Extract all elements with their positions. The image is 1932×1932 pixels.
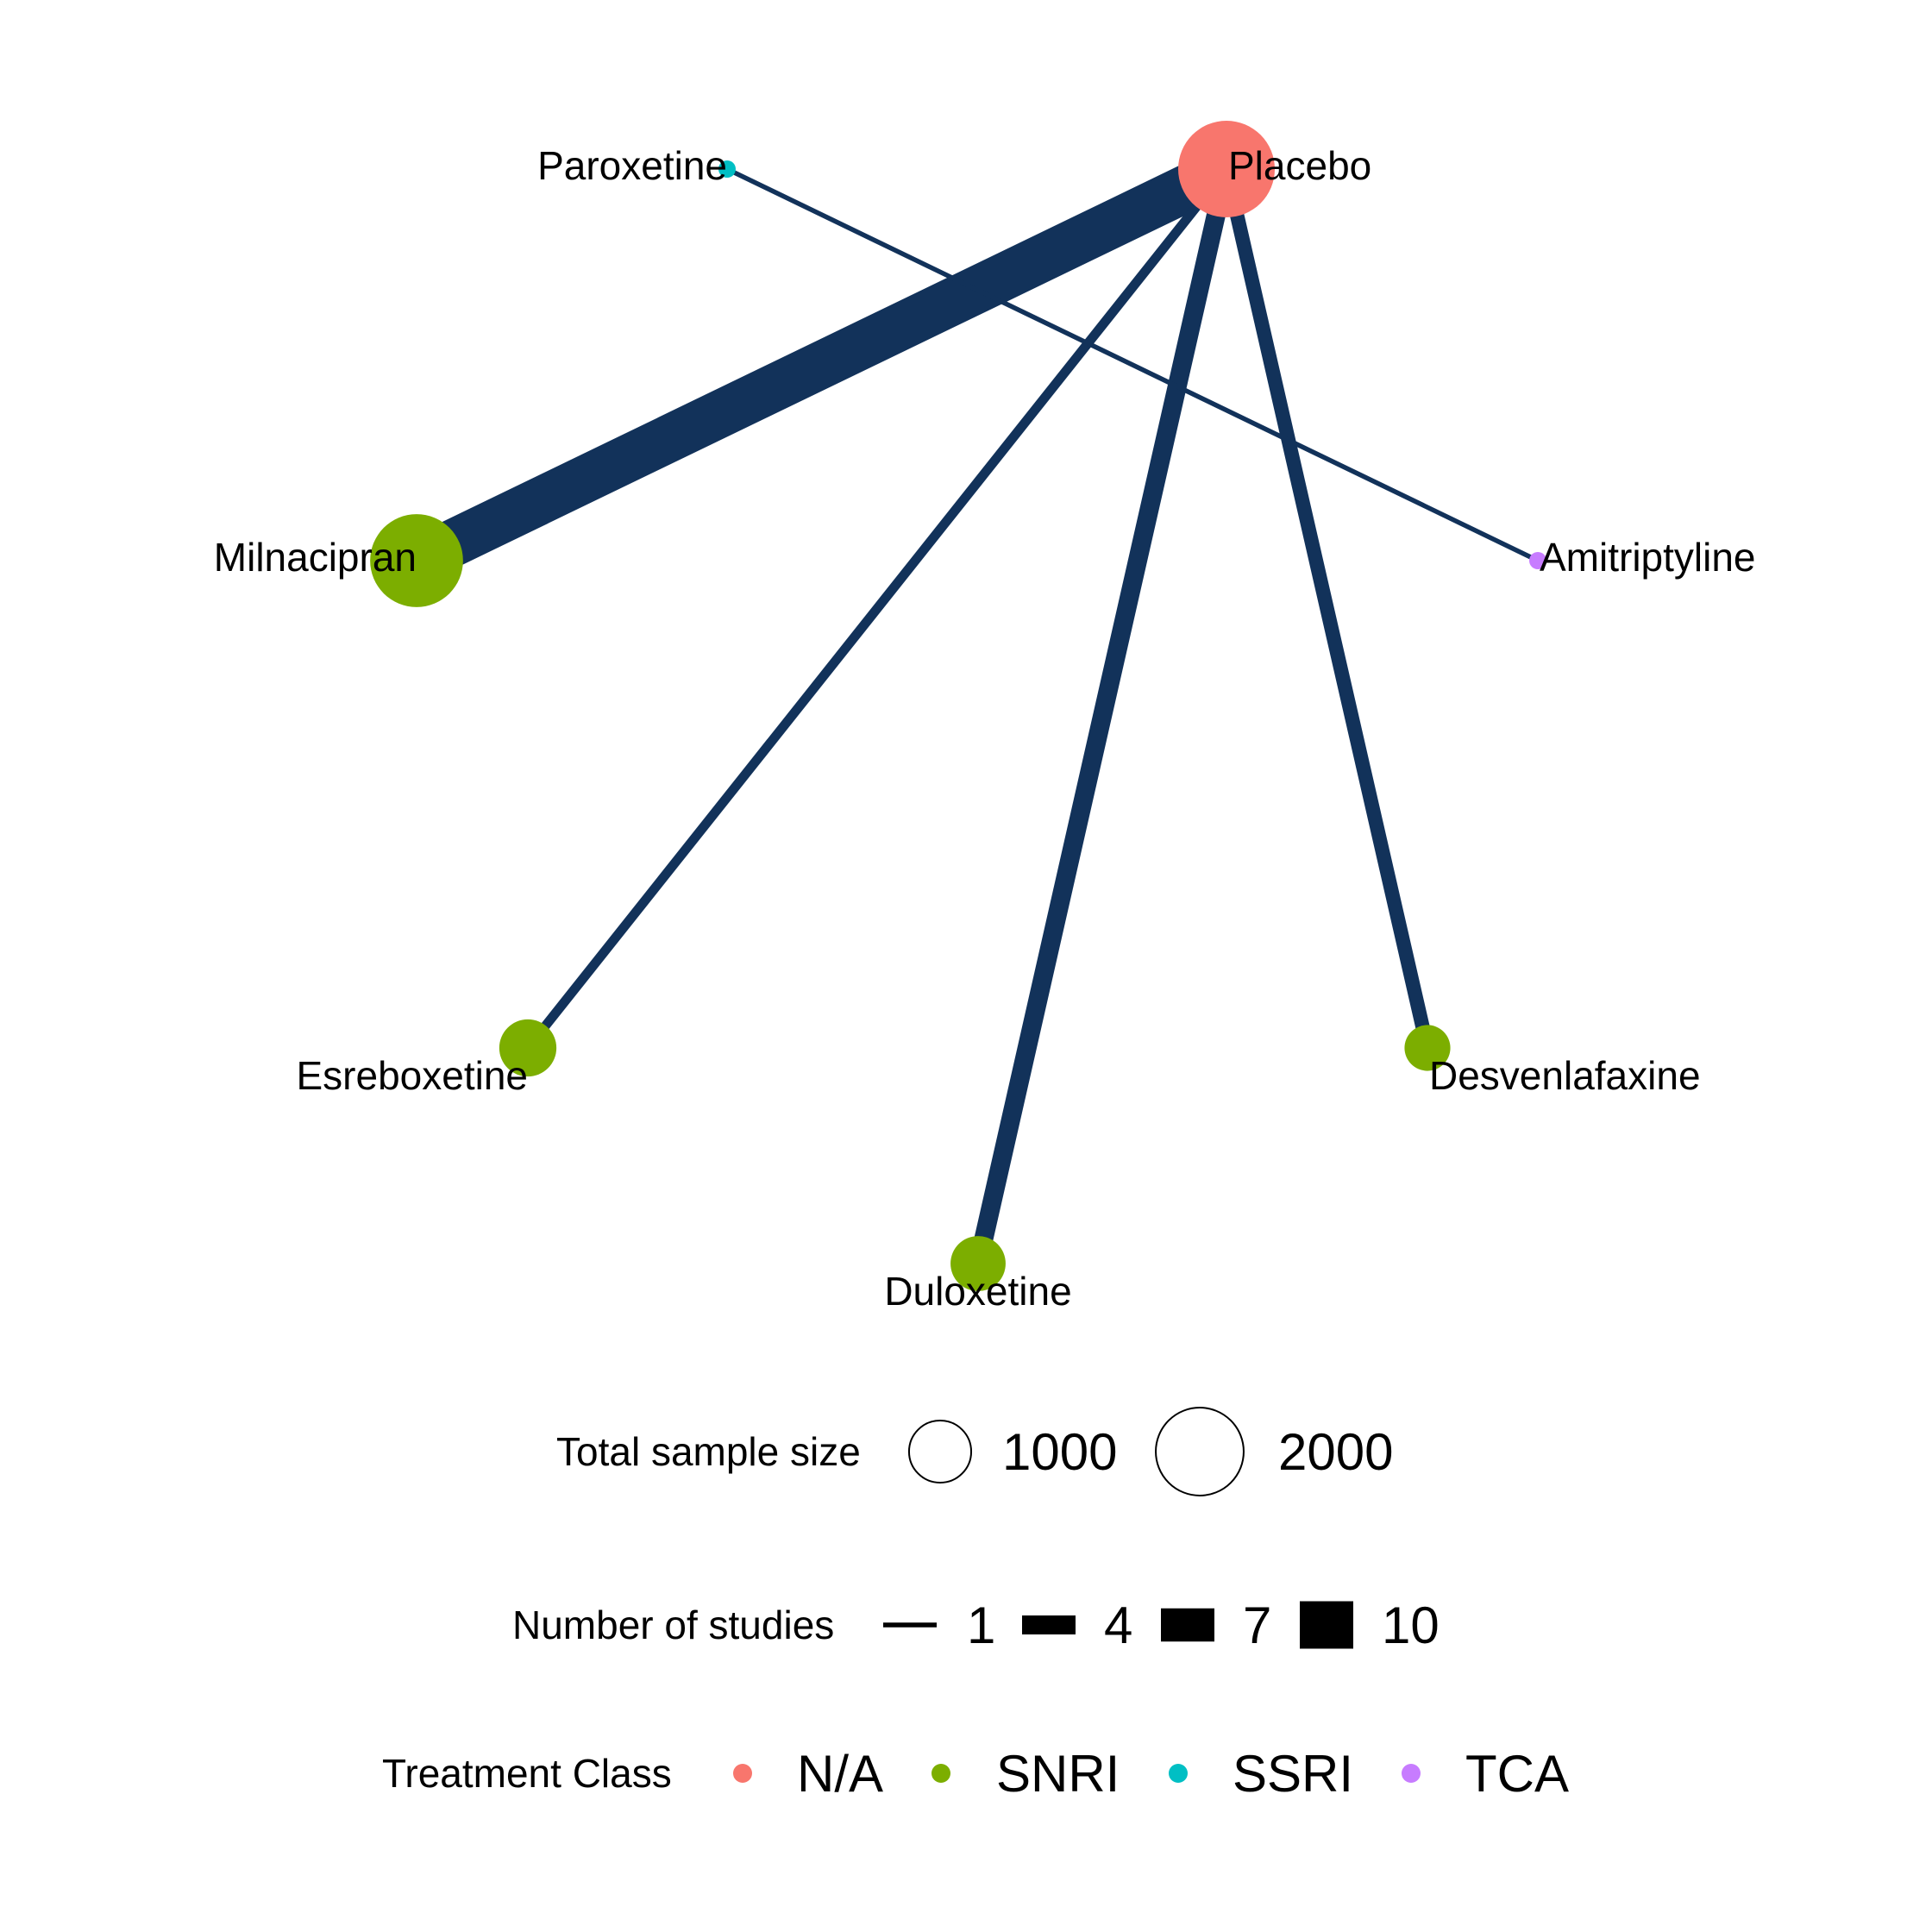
legend-studies-label-1: 1 [967, 1596, 995, 1654]
legend-studies-label-4: 4 [1104, 1596, 1132, 1654]
legend-studies-bar-1 [883, 1622, 937, 1628]
legend-sample-size-label-2000: 2000 [1278, 1423, 1393, 1481]
node-label-duloxetine: Duloxetine [884, 1269, 1071, 1314]
edge-paroxetine-amitriptyline [725, 166, 1540, 563]
legend-sample-size-title: Total sample size [556, 1429, 861, 1474]
edges-layer [406, 147, 1540, 1266]
node-label-desvenlafaxine: Desvenlafaxine [1429, 1053, 1701, 1098]
node-label-amitriptyline: Amitriptyline [1540, 535, 1756, 580]
legend-treatment-class-title: Treatment Class [382, 1751, 672, 1796]
legend-studies-title: Number of studies [512, 1603, 834, 1647]
node-paroxetine [718, 160, 736, 178]
legend-studies: Number of studies 1 4 7 10 [512, 1596, 1440, 1654]
node-label-paroxetine: Paroxetine [537, 143, 727, 188]
node-label-milnacipran: Milnacipran [214, 535, 417, 580]
edge-placebo-desvenlafaxine [1219, 167, 1435, 1050]
labels-layer: Placebo Paroxetine Milnacipran Amitriptylin… [214, 143, 1756, 1314]
node-duloxetine [950, 1236, 1006, 1291]
legend-class-dot-tca [1402, 1764, 1421, 1783]
legend-studies-label-7: 7 [1243, 1596, 1271, 1654]
legend-class-label-tca: TCA [1465, 1745, 1569, 1803]
legend-class-dot-ssri [1169, 1764, 1188, 1783]
node-placebo [1178, 121, 1275, 217]
legend-studies-bar-7 [1161, 1608, 1214, 1642]
nodes-layer [370, 121, 1546, 1291]
legend-treatment-class: Treatment Class N/A SNRI SSRI TCA [382, 1745, 1569, 1803]
legend-sample-size-circle-1000 [907, 1419, 973, 1484]
node-esreboxetine [499, 1019, 557, 1077]
legend-sample-size-circle-2000 [1155, 1407, 1245, 1496]
legend-studies-bar-4 [1022, 1615, 1076, 1634]
node-label-esreboxetine: Esreboxetine [297, 1053, 529, 1098]
edge-placebo-milnacipran [406, 147, 1237, 582]
edge-placebo-duloxetine [969, 166, 1236, 1266]
node-desvenlafaxine [1404, 1025, 1451, 1071]
legend-class-label-snri: SNRI [996, 1745, 1120, 1803]
edge-placebo-esreboxetine [524, 166, 1231, 1051]
legend-class-dot-na [733, 1764, 752, 1783]
legend-sample-size-label-1000: 1000 [1002, 1423, 1117, 1481]
legend-studies-bar-10 [1300, 1601, 1353, 1649]
legend-class-label-na: N/A [797, 1745, 883, 1803]
node-amitriptyline [1529, 552, 1546, 569]
legend-sample-size: Total sample size 1000 2000 [556, 1407, 1393, 1496]
legend-class-dot-snri [932, 1764, 950, 1783]
node-milnacipran [370, 514, 463, 607]
node-label-placebo: Placebo [1228, 143, 1371, 188]
legend-class-label-ssri: SSRI [1233, 1745, 1353, 1803]
legend-studies-label-10: 10 [1382, 1596, 1440, 1654]
